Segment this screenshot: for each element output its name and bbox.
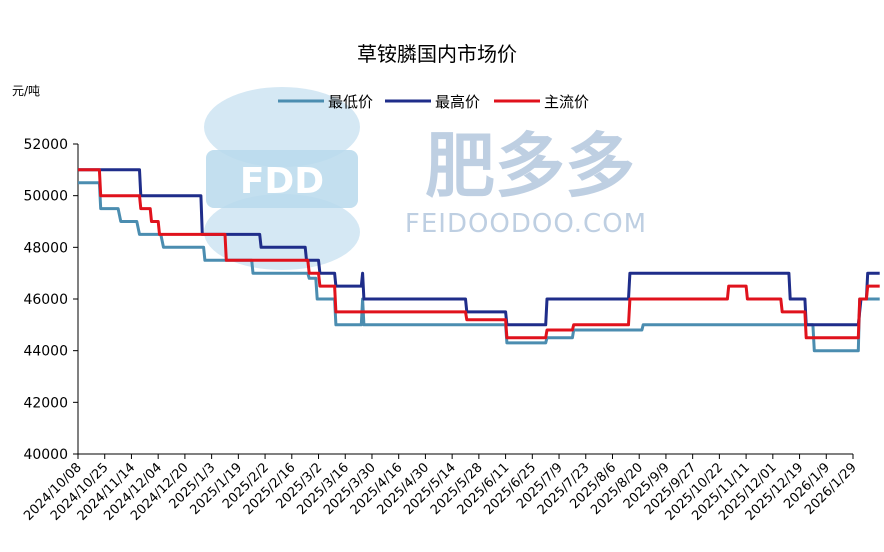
series-line-2 xyxy=(78,168,880,340)
y-tick-label: 42000 xyxy=(23,395,68,411)
legend-label-2: 主流价 xyxy=(544,93,589,111)
legend: 最低价 最高价 主流价 xyxy=(278,93,589,111)
watermark-logo-bottom-swoosh xyxy=(204,194,360,270)
y-axis-unit-label: 元/吨 xyxy=(12,84,40,98)
series-lines xyxy=(78,168,880,353)
watermark-cn-text: 肥多多 xyxy=(425,125,635,207)
watermark-logo-text: FDD xyxy=(240,161,324,202)
series-line-0 xyxy=(78,181,880,353)
x-ticks: 2024/10/082024/10/252024/11/142024/12/04… xyxy=(21,454,860,524)
y-tick-label: 46000 xyxy=(23,292,68,308)
legend-label-0: 最低价 xyxy=(328,93,373,111)
watermark-logo-band xyxy=(206,150,358,208)
y-tick-label: 50000 xyxy=(23,189,68,205)
legend-label-1: 最高价 xyxy=(435,93,480,111)
y-tick-label: 40000 xyxy=(23,447,68,463)
chart-title: 草铵膦国内市场价 xyxy=(357,42,517,66)
y-tick-label: 52000 xyxy=(23,137,68,153)
watermark: FDD 肥多多 FEIDOODOO.COM xyxy=(204,87,647,270)
watermark-en-text: FEIDOODOO.COM xyxy=(405,209,647,239)
y-tick-label: 44000 xyxy=(23,344,68,360)
y-ticks: 40000 42000 44000 46000 48000 50000 52000 xyxy=(23,137,78,463)
watermark-logo-top-swoosh xyxy=(204,87,360,167)
y-tick-label: 48000 xyxy=(23,240,68,256)
